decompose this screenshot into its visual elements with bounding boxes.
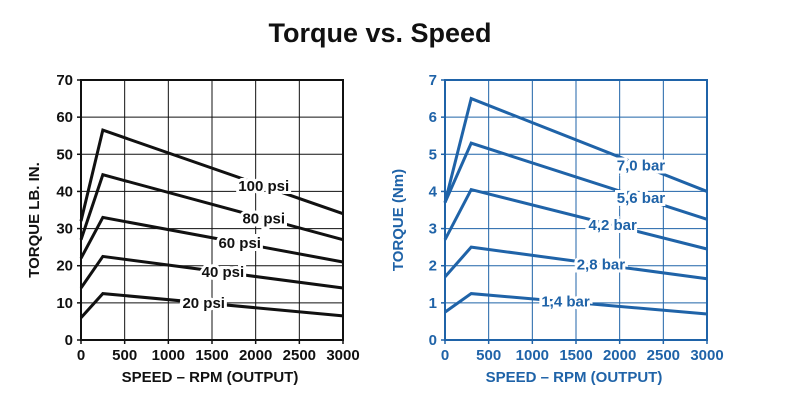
chart1-series-label: 60 psi [218, 235, 261, 252]
chart2-x-tick-label: 500 [476, 347, 501, 364]
chart1-series-label: 100 psi [238, 178, 289, 195]
chart1-x-tick-label: 1500 [195, 347, 228, 364]
chart2-series-label: 7,0 bar [617, 157, 666, 174]
chart1-x-tick-label: 3000 [326, 347, 359, 364]
chart1-y-tick-label: 60 [56, 109, 73, 126]
chart2-y-tick-label: 1 [429, 295, 437, 312]
chart2-series-line [444, 292, 708, 316]
chart1-y-tick-label: 10 [56, 295, 73, 312]
chart1-series-line [79, 292, 344, 319]
chart1-series-label: 20 psi [182, 295, 225, 312]
chart2-x-tick-label: 1500 [559, 347, 592, 364]
chart2-series-label: 5,6 bar [617, 190, 666, 207]
chart1-x-tick-label: 0 [77, 347, 85, 364]
chart2-x-tick-label: 2000 [603, 347, 636, 364]
chart1-y-tick-label: 70 [56, 72, 73, 89]
chart2-y-tick-label: 2 [429, 258, 437, 275]
chart2-series-line [443, 96, 708, 203]
chart2-series-line [443, 141, 708, 221]
chart2-y-axis-label: TORQUE (Nm) [390, 169, 407, 271]
chart1-x-tick-label: 1000 [152, 347, 185, 364]
chart2-series-line [443, 245, 708, 281]
chart2-x-tick-label: 3000 [690, 347, 723, 364]
chart-title: Torque vs. Speed [268, 18, 492, 48]
chart1-y-axis-label: TORQUE LB. IN. [26, 162, 43, 278]
chart1-series-label: 40 psi [202, 264, 245, 281]
chart1-x-tick-label: 2500 [283, 347, 316, 364]
chart2-x-tick-label: 0 [441, 347, 449, 364]
chart2-x-axis-label: SPEED – RPM (OUTPUT) [486, 369, 663, 386]
chart2-series-label: 1,4 bar [541, 294, 590, 311]
chart2-y-tick-label: 3 [429, 221, 437, 238]
chart1-y-tick-label: 40 [56, 183, 73, 200]
chart1-y-tick-label: 50 [56, 146, 73, 163]
chart2-y-tick-label: 6 [429, 109, 437, 126]
chart1-y-tick-label: 20 [56, 258, 73, 275]
chart2-x-tick-label: 1000 [516, 347, 549, 364]
chart2-series-label: 2,8 bar [577, 257, 626, 274]
chart1-x-tick-label: 500 [112, 347, 137, 364]
chart1-y-tick-label: 30 [56, 221, 73, 238]
chart1-x-tick-label: 2000 [239, 347, 272, 364]
chart1-y-tick-label: 0 [65, 332, 73, 349]
chart1-series-line [79, 172, 344, 242]
chart2-y-tick-label: 5 [429, 146, 437, 163]
chart1-series-line [79, 254, 344, 290]
chart1-series-line [79, 128, 344, 222]
chart2-y-tick-label: 7 [429, 72, 437, 89]
chart1-series-line [79, 215, 344, 264]
chart2-series-label: 4,2 bar [588, 217, 637, 234]
chart2-series-line [443, 187, 708, 251]
chart2-y-tick-label: 0 [429, 332, 437, 349]
chart1-x-axis-label: SPEED – RPM (OUTPUT) [122, 369, 299, 386]
chart1-series-label: 80 psi [242, 210, 285, 227]
chart2-y-tick-label: 4 [429, 183, 438, 200]
chart2-x-tick-label: 2500 [647, 347, 680, 364]
